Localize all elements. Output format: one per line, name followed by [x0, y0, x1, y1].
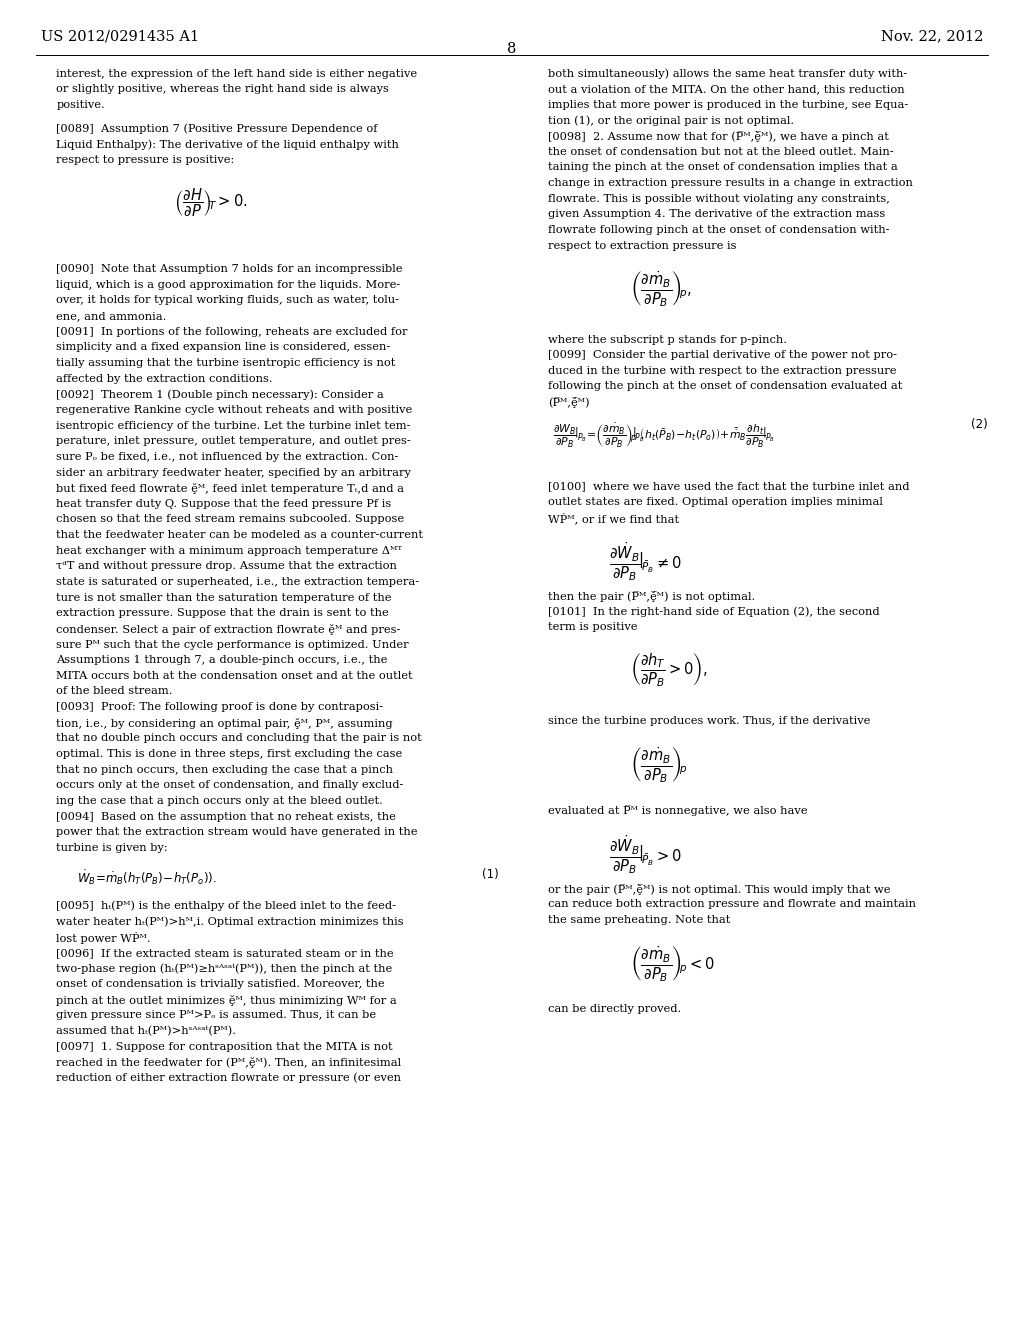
Text: regenerative Rankine cycle without reheats and with positive: regenerative Rankine cycle without rehea… [56, 405, 413, 414]
Text: both simultaneously) allows the same heat transfer duty with-: both simultaneously) allows the same hea… [548, 69, 907, 79]
Text: reduction of either extraction flowrate or pressure (or even: reduction of either extraction flowrate … [56, 1073, 401, 1084]
Text: respect to extraction pressure is: respect to extraction pressure is [548, 240, 736, 251]
Text: affected by the extraction conditions.: affected by the extraction conditions. [56, 374, 273, 384]
Text: tially assuming that the turbine isentropic efficiency is not: tially assuming that the turbine isentro… [56, 358, 395, 368]
Text: respect to pressure is positive:: respect to pressure is positive: [56, 154, 234, 165]
Text: can reduce both extraction pressure and flowrate and maintain: can reduce both extraction pressure and … [548, 899, 915, 909]
Text: 8: 8 [507, 42, 517, 57]
Text: that the feedwater heater can be modeled as a counter-current: that the feedwater heater can be modeled… [56, 531, 423, 540]
Text: sure Pₒ be fixed, i.e., not influenced by the extraction. Con-: sure Pₒ be fixed, i.e., not influenced b… [56, 451, 398, 462]
Text: [0091]  In portions of the following, reheats are excluded for: [0091] In portions of the following, reh… [56, 327, 408, 337]
Text: [0089]  Assumption 7 (Positive Pressure Dependence of: [0089] Assumption 7 (Positive Pressure D… [56, 123, 378, 133]
Text: heat transfer duty Q. Suppose that the feed pressure Pf is: heat transfer duty Q. Suppose that the f… [56, 499, 391, 508]
Text: since the turbine produces work. Thus, if the derivative: since the turbine produces work. Thus, i… [548, 717, 870, 726]
Text: [0090]  Note that Assumption 7 holds for an incompressible: [0090] Note that Assumption 7 holds for … [56, 264, 402, 275]
Text: term is positive: term is positive [548, 622, 637, 632]
Text: τᵈT and without pressure drop. Assume that the extraction: τᵈT and without pressure drop. Assume th… [56, 561, 397, 572]
Text: outlet states are fixed. Optimal operation implies minimal: outlet states are fixed. Optimal operati… [548, 498, 883, 507]
Text: evaluated at P̅ᴹ is nonnegative, we also have: evaluated at P̅ᴹ is nonnegative, we also… [548, 805, 807, 816]
Text: chosen so that the feed stream remains subcooled. Suppose: chosen so that the feed stream remains s… [56, 515, 404, 524]
Text: condenser. Select a pair of extraction flowrate ḝᴹ and pres-: condenser. Select a pair of extraction f… [56, 624, 400, 635]
Text: $\left(\dfrac{\partial h_T}{\partial P_B} > 0\right),$: $\left(\dfrac{\partial h_T}{\partial P_B… [630, 651, 708, 689]
Text: sure Pᴹ such that the cycle performance is optimized. Under: sure Pᴹ such that the cycle performance … [56, 640, 409, 649]
Text: (2): (2) [972, 418, 988, 432]
Text: perature, inlet pressure, outlet temperature, and outlet pres-: perature, inlet pressure, outlet tempera… [56, 436, 411, 446]
Text: given Assumption 4. The derivative of the extraction mass: given Assumption 4. The derivative of th… [548, 210, 885, 219]
Text: $\dfrac{\partial W_B}{\partial P_B}\!\left.\right|_{\!P_B}\!=\!\left(\dfrac{\par: $\dfrac{\partial W_B}{\partial P_B}\!\le… [553, 422, 775, 450]
Text: implies that more power is produced in the turbine, see Equa-: implies that more power is produced in t… [548, 100, 908, 110]
Text: [0098]  2. Assume now that for (P̅ᴹ,ḝ̅ᴹ), we have a pinch at: [0098] 2. Assume now that for (P̅ᴹ,ḝ̅ᴹ),… [548, 131, 889, 143]
Text: [0101]  In the right-hand side of Equation (2), the second: [0101] In the right-hand side of Equatio… [548, 607, 880, 618]
Text: pinch at the outlet minimizes ḝᴹ, thus minimizing Wᴹ for a: pinch at the outlet minimizes ḝᴹ, thus m… [56, 995, 397, 1006]
Text: flowrate following pinch at the onset of condensation with-: flowrate following pinch at the onset of… [548, 226, 889, 235]
Text: heat exchanger with a minimum approach temperature Δᴹᵀ: heat exchanger with a minimum approach t… [56, 545, 402, 556]
Text: reached in the feedwater for (Pᴹ,ḝᴹ). Then, an infinitesimal: reached in the feedwater for (Pᴹ,ḝᴹ). Th… [56, 1057, 401, 1068]
Text: over, it holds for typical working fluids, such as water, tolu-: over, it holds for typical working fluid… [56, 296, 399, 305]
Text: state is saturated or superheated, i.e., the extraction tempera-: state is saturated or superheated, i.e.,… [56, 577, 420, 587]
Text: positive.: positive. [56, 100, 105, 110]
Text: sider an arbitrary feedwater heater, specified by an arbitrary: sider an arbitrary feedwater heater, spe… [56, 467, 412, 478]
Text: [0094]  Based on the assumption that no reheat exists, the: [0094] Based on the assumption that no r… [56, 812, 396, 821]
Text: Nov. 22, 2012: Nov. 22, 2012 [881, 29, 983, 44]
Text: simplicity and a fixed expansion line is considered, essen-: simplicity and a fixed expansion line is… [56, 342, 390, 352]
Text: interest, the expression of the left hand side is either negative: interest, the expression of the left han… [56, 69, 418, 79]
Text: [0095]  hₜ(Pᴹ) is the enthalpy of the bleed inlet to the feed-: [0095] hₜ(Pᴹ) is the enthalpy of the ble… [56, 900, 396, 911]
Text: power that the extraction stream would have generated in the: power that the extraction stream would h… [56, 828, 418, 837]
Text: duced in the turbine with respect to the extraction pressure: duced in the turbine with respect to the… [548, 366, 896, 376]
Text: (P̅ᴹ,ḝ̅ᴹ): (P̅ᴹ,ḝ̅ᴹ) [548, 397, 590, 408]
Text: liquid, which is a good approximation for the liquids. More-: liquid, which is a good approximation fo… [56, 280, 400, 290]
Text: [0100]  where we have used the fact that the turbine inlet and: [0100] where we have used the fact that … [548, 482, 909, 491]
Text: WṖᴹ, or if we find that: WṖᴹ, or if we find that [548, 513, 679, 525]
Text: Assumptions 1 through 7, a double-pinch occurs, i.e., the: Assumptions 1 through 7, a double-pinch … [56, 655, 388, 665]
Text: turbine is given by:: turbine is given by: [56, 843, 168, 853]
Text: Liquid Enthalpy): The derivative of the liquid enthalpy with: Liquid Enthalpy): The derivative of the … [56, 139, 399, 149]
Text: tion (1), or the original pair is not optimal.: tion (1), or the original pair is not op… [548, 116, 794, 127]
Text: ene, and ammonia.: ene, and ammonia. [56, 312, 167, 321]
Text: the onset of condensation but not at the bleed outlet. Main-: the onset of condensation but not at the… [548, 147, 894, 157]
Text: ture is not smaller than the saturation temperature of the: ture is not smaller than the saturation … [56, 593, 392, 603]
Text: ing the case that a pinch occurs only at the bleed outlet.: ing the case that a pinch occurs only at… [56, 796, 383, 807]
Text: [0099]  Consider the partial derivative of the power not pro-: [0099] Consider the partial derivative o… [548, 350, 897, 360]
Text: change in extraction pressure results in a change in extraction: change in extraction pressure results in… [548, 178, 912, 189]
Text: but fixed feed flowrate ḝᴹ, feed inlet temperature Tₜ,d and a: but fixed feed flowrate ḝᴹ, feed inlet t… [56, 483, 404, 494]
Text: can be directly proved.: can be directly proved. [548, 1005, 681, 1014]
Text: [0092]  Theorem 1 (Double pinch necessary): Consider a: [0092] Theorem 1 (Double pinch necessary… [56, 389, 384, 400]
Text: or the pair (P̅ᴹ,ḝ̅ᴹ) is not optimal. This would imply that we: or the pair (P̅ᴹ,ḝ̅ᴹ) is not optimal. Th… [548, 883, 890, 895]
Text: tion, i.e., by considering an optimal pair, ḝᴹ, Pᴹ, assuming: tion, i.e., by considering an optimal pa… [56, 718, 393, 729]
Text: then the pair (P̅ᴹ,ḝ̅ᴹ) is not optimal.: then the pair (P̅ᴹ,ḝ̅ᴹ) is not optimal. [548, 591, 755, 602]
Text: optimal. This is done in three steps, first excluding the case: optimal. This is done in three steps, fi… [56, 748, 402, 759]
Text: following the pinch at the onset of condensation evaluated at: following the pinch at the onset of cond… [548, 381, 902, 392]
Text: water heater hₜ(Pᴹ)>hᴹ,i. Optimal extraction minimizes this: water heater hₜ(Pᴹ)>hᴹ,i. Optimal extrac… [56, 916, 403, 927]
Text: lost power WṖᴹ.: lost power WṖᴹ. [56, 932, 151, 944]
Text: MITA occurs both at the condensation onset and at the outlet: MITA occurs both at the condensation ons… [56, 671, 413, 681]
Text: or slightly positive, whereas the right hand side is always: or slightly positive, whereas the right … [56, 84, 389, 94]
Text: [0093]  Proof: The following proof is done by contraposi-: [0093] Proof: The following proof is don… [56, 702, 383, 713]
Text: $\dfrac{\partial \dot{W}_B}{\partial P_B}\!\left.\right|_{\!\bar{P}_B} \neq 0$: $\dfrac{\partial \dot{W}_B}{\partial P_B… [609, 541, 682, 583]
Text: isentropic efficiency of the turbine. Let the turbine inlet tem-: isentropic efficiency of the turbine. Le… [56, 421, 411, 430]
Text: $\left(\dfrac{\partial H}{\partial P}\right)_{\!\!T} > 0.$: $\left(\dfrac{\partial H}{\partial P}\ri… [174, 186, 248, 219]
Text: $\dot{W}_B\!=\!\dot{m}_B(h_T(P_B)\!-\!h_T(P_o)).$: $\dot{W}_B\!=\!\dot{m}_B(h_T(P_B)\!-\!h_… [77, 869, 216, 887]
Text: onset of condensation is trivially satisfied. Moreover, the: onset of condensation is trivially satis… [56, 979, 385, 989]
Text: [0097]  1. Suppose for contraposition that the MITA is not: [0097] 1. Suppose for contraposition tha… [56, 1041, 393, 1052]
Text: [0096]  If the extracted steam is saturated steam or in the: [0096] If the extracted steam is saturat… [56, 948, 394, 958]
Text: US 2012/0291435 A1: US 2012/0291435 A1 [41, 29, 199, 44]
Text: $\left(\dfrac{\partial \dot{m}_B}{\partial P_B}\right)_{\!\!p},$: $\left(\dfrac{\partial \dot{m}_B}{\parti… [630, 269, 691, 309]
Text: occurs only at the onset of condensation, and finally exclud-: occurs only at the onset of condensation… [56, 780, 403, 791]
Text: $\left(\dfrac{\partial \dot{m}_B}{\partial P_B}\right)_{\!\!p}$: $\left(\dfrac{\partial \dot{m}_B}{\parti… [630, 746, 687, 785]
Text: $\dfrac{\partial \dot{W}_B}{\partial P_B}\!\left.\right|_{\!\bar{P}_B} > 0$: $\dfrac{\partial \dot{W}_B}{\partial P_B… [609, 833, 682, 876]
Text: out a violation of the MITA. On the other hand, this reduction: out a violation of the MITA. On the othe… [548, 84, 904, 94]
Text: two-phase region (hₜ(Pᴹ)≥hˢᴬˢᵃᵗ(Pᴹ)), then the pinch at the: two-phase region (hₜ(Pᴹ)≥hˢᴬˢᵃᵗ(Pᴹ)), th… [56, 964, 392, 974]
Text: that no pinch occurs, then excluding the case that a pinch: that no pinch occurs, then excluding the… [56, 764, 393, 775]
Text: that no double pinch occurs and concluding that the pair is not: that no double pinch occurs and concludi… [56, 734, 422, 743]
Text: (1): (1) [482, 869, 499, 880]
Text: of the bleed stream.: of the bleed stream. [56, 686, 173, 697]
Text: $\left(\dfrac{\partial \dot{m}_B}{\partial P_B}\right)_{\!\!p} < 0$: $\left(\dfrac{\partial \dot{m}_B}{\parti… [630, 944, 715, 983]
Text: assumed that hₜ(Pᴹ)>hˢᴬˢᵃᵗ(Pᴹ).: assumed that hₜ(Pᴹ)>hˢᴬˢᵃᵗ(Pᴹ). [56, 1026, 237, 1036]
Text: flowrate. This is possible without violating any constraints,: flowrate. This is possible without viola… [548, 194, 890, 203]
Text: given pressure since Pᴹ>Pₒ is assumed. Thus, it can be: given pressure since Pᴹ>Pₒ is assumed. T… [56, 1010, 377, 1020]
Text: where the subscript p stands for p-pinch.: where the subscript p stands for p-pinch… [548, 334, 786, 345]
Text: taining the pinch at the onset of condensation implies that a: taining the pinch at the onset of conden… [548, 162, 898, 173]
Text: the same preheating. Note that: the same preheating. Note that [548, 915, 730, 925]
Text: extraction pressure. Suppose that the drain is sent to the: extraction pressure. Suppose that the dr… [56, 609, 389, 618]
